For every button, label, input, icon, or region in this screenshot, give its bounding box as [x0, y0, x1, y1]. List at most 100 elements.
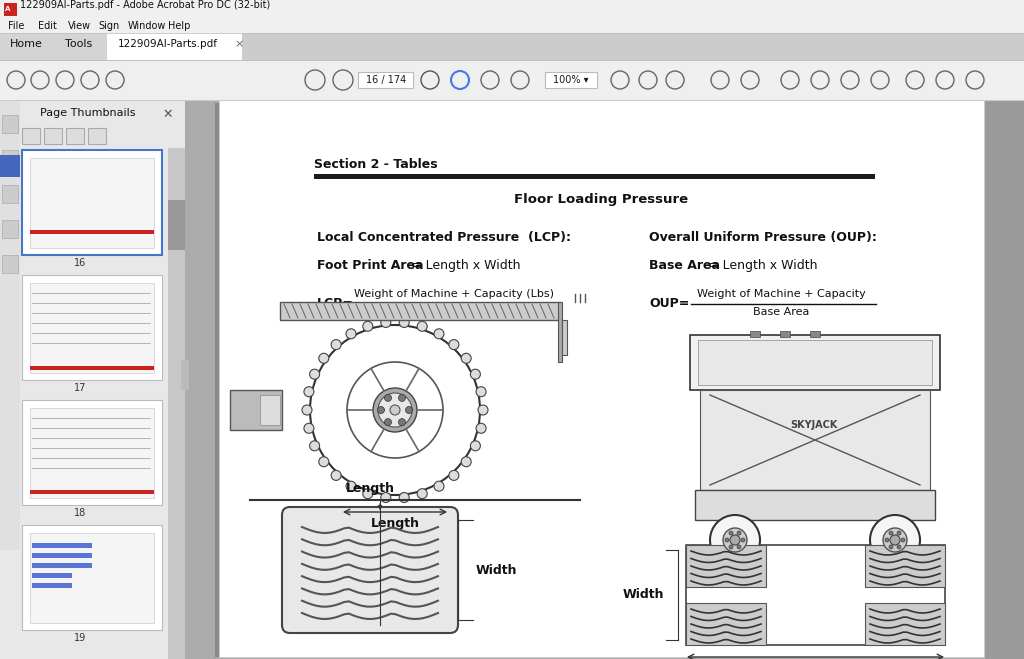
Circle shape — [378, 393, 412, 427]
Circle shape — [890, 535, 900, 545]
Circle shape — [406, 407, 413, 413]
Bar — [30, 366, 154, 370]
Bar — [0, 100, 20, 550]
Bar — [32, 573, 72, 578]
Bar — [55, 33, 106, 60]
Text: LCP=: LCP= — [317, 297, 354, 310]
Bar — [695, 490, 935, 520]
Circle shape — [417, 322, 427, 331]
Circle shape — [470, 369, 480, 379]
Bar — [545, 72, 597, 88]
Circle shape — [741, 538, 745, 542]
Circle shape — [729, 545, 733, 549]
Text: = Length x Width: = Length x Width — [705, 259, 817, 272]
Text: Edit: Edit — [38, 21, 57, 31]
Bar — [30, 490, 154, 494]
Bar — [219, 100, 984, 657]
Circle shape — [331, 339, 341, 350]
Text: Overall Uniform Pressure (OUP):: Overall Uniform Pressure (OUP): — [649, 231, 877, 244]
Bar — [88, 128, 106, 144]
Text: = Length x Width: = Length x Width — [407, 259, 520, 272]
Bar — [780, 331, 790, 337]
Bar — [66, 128, 84, 144]
Bar — [698, 340, 932, 385]
Circle shape — [897, 531, 901, 535]
Text: Width: Width — [476, 563, 517, 577]
Text: ✕: ✕ — [162, 108, 172, 121]
Text: Section 2 - Tables: Section 2 - Tables — [314, 158, 437, 171]
Bar — [0, 100, 185, 128]
Circle shape — [378, 407, 384, 413]
Bar — [106, 33, 242, 60]
Circle shape — [476, 423, 486, 434]
Bar — [2, 185, 18, 203]
Circle shape — [309, 369, 319, 379]
Bar — [280, 302, 560, 320]
Circle shape — [362, 489, 373, 499]
Bar — [810, 331, 820, 337]
Text: Weight of Machine + Capacity (Lbs): Weight of Machine + Capacity (Lbs) — [354, 289, 554, 299]
Bar — [230, 390, 282, 430]
Bar — [865, 545, 945, 587]
Circle shape — [885, 538, 889, 542]
Circle shape — [331, 471, 341, 480]
Bar — [4, 3, 17, 16]
Text: 16 / 174: 16 / 174 — [366, 75, 407, 85]
Circle shape — [362, 322, 373, 331]
Text: 18: 18 — [74, 508, 86, 518]
Bar — [0, 20, 1024, 33]
Bar — [22, 400, 162, 505]
Text: Page Thumbnails: Page Thumbnails — [40, 108, 135, 118]
Circle shape — [398, 418, 406, 426]
Circle shape — [883, 528, 907, 552]
Bar — [22, 525, 162, 630]
Bar — [0, 0, 1024, 20]
Bar — [0, 60, 1024, 100]
Circle shape — [710, 515, 760, 565]
Text: Foot Print Area x 4 (Tires): Foot Print Area x 4 (Tires) — [383, 307, 525, 317]
Text: 17: 17 — [74, 383, 86, 393]
Circle shape — [737, 531, 741, 535]
Bar — [168, 148, 185, 659]
Text: A: A — [5, 6, 10, 12]
Circle shape — [737, 545, 741, 549]
Text: ×: × — [234, 39, 244, 49]
Text: Home: Home — [10, 39, 43, 49]
Bar — [0, 155, 20, 177]
Bar — [22, 128, 40, 144]
Circle shape — [381, 492, 391, 503]
Circle shape — [730, 535, 740, 545]
Bar — [0, 33, 55, 60]
Circle shape — [318, 353, 329, 363]
Circle shape — [346, 329, 356, 339]
Circle shape — [478, 405, 488, 415]
Bar — [181, 360, 189, 390]
Circle shape — [449, 339, 459, 350]
Bar — [558, 302, 562, 362]
Bar — [0, 33, 1024, 60]
Circle shape — [449, 471, 459, 480]
Bar — [690, 335, 940, 390]
FancyBboxPatch shape — [282, 507, 458, 633]
Text: 100% ▾: 100% ▾ — [553, 75, 589, 85]
Text: 19: 19 — [74, 633, 86, 643]
Bar — [0, 100, 185, 659]
Text: Width: Width — [623, 588, 664, 602]
Circle shape — [304, 387, 314, 397]
Text: 122909AI-Parts.pdf: 122909AI-Parts.pdf — [118, 39, 218, 49]
Circle shape — [384, 418, 391, 426]
Bar — [22, 275, 162, 380]
Text: Sign: Sign — [98, 21, 119, 31]
Circle shape — [889, 531, 893, 535]
Bar — [750, 331, 760, 337]
Circle shape — [434, 481, 444, 491]
Bar — [22, 150, 162, 255]
Text: 16: 16 — [74, 258, 86, 268]
Bar — [2, 115, 18, 133]
Text: Local Concentrated Pressure  (LCP):: Local Concentrated Pressure (LCP): — [317, 231, 571, 244]
Circle shape — [461, 353, 471, 363]
Circle shape — [723, 528, 746, 552]
Bar — [30, 283, 154, 373]
Text: Length: Length — [345, 482, 394, 495]
Text: Window: Window — [128, 21, 166, 31]
